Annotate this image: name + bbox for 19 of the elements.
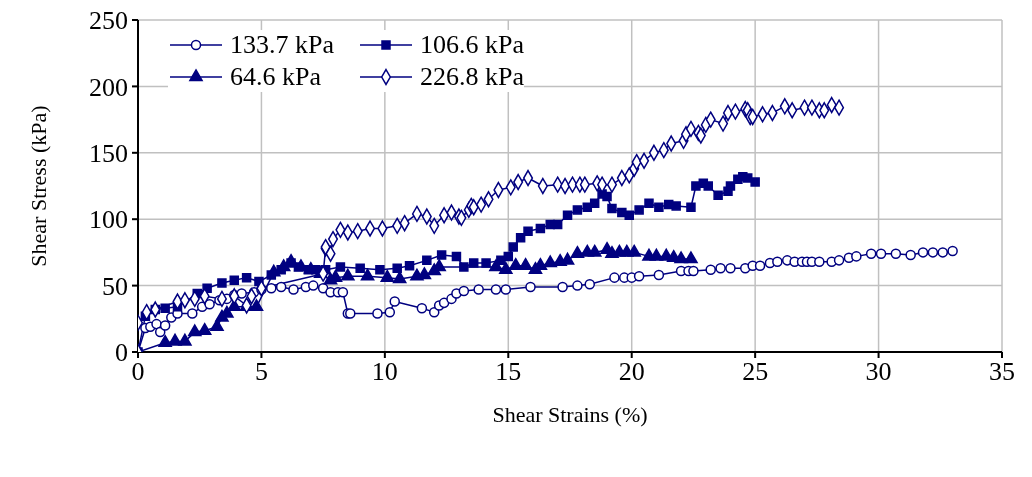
y-tick-label: 150 [89,139,128,169]
x-axis-title: Shear Strains (%) [492,402,648,427]
y-tick-label: 200 [89,72,128,102]
x-tick-label: 20 [618,357,645,387]
y-tick-label: 100 [89,205,128,235]
x-tick-label: 15 [495,357,522,387]
x-tick-label: 35 [989,357,1015,387]
legend-label: 133.7 kPa [230,30,334,60]
y-axis-title: Shear Stress (kPa) [25,105,51,267]
y-tick-label: 250 [89,6,128,36]
x-tick-label: 10 [371,357,398,387]
y-tick-label: 50 [102,271,128,301]
y-tick-label: 0 [115,338,128,368]
legend-label: 226.8 kPa [420,62,524,92]
x-tick-label: 30 [865,357,892,387]
legend-label: 64.6 kPa [230,62,321,92]
x-tick-label: 5 [254,357,268,387]
legend-label: 106.6 kPa [420,30,524,60]
x-tick-label: 25 [742,357,769,387]
